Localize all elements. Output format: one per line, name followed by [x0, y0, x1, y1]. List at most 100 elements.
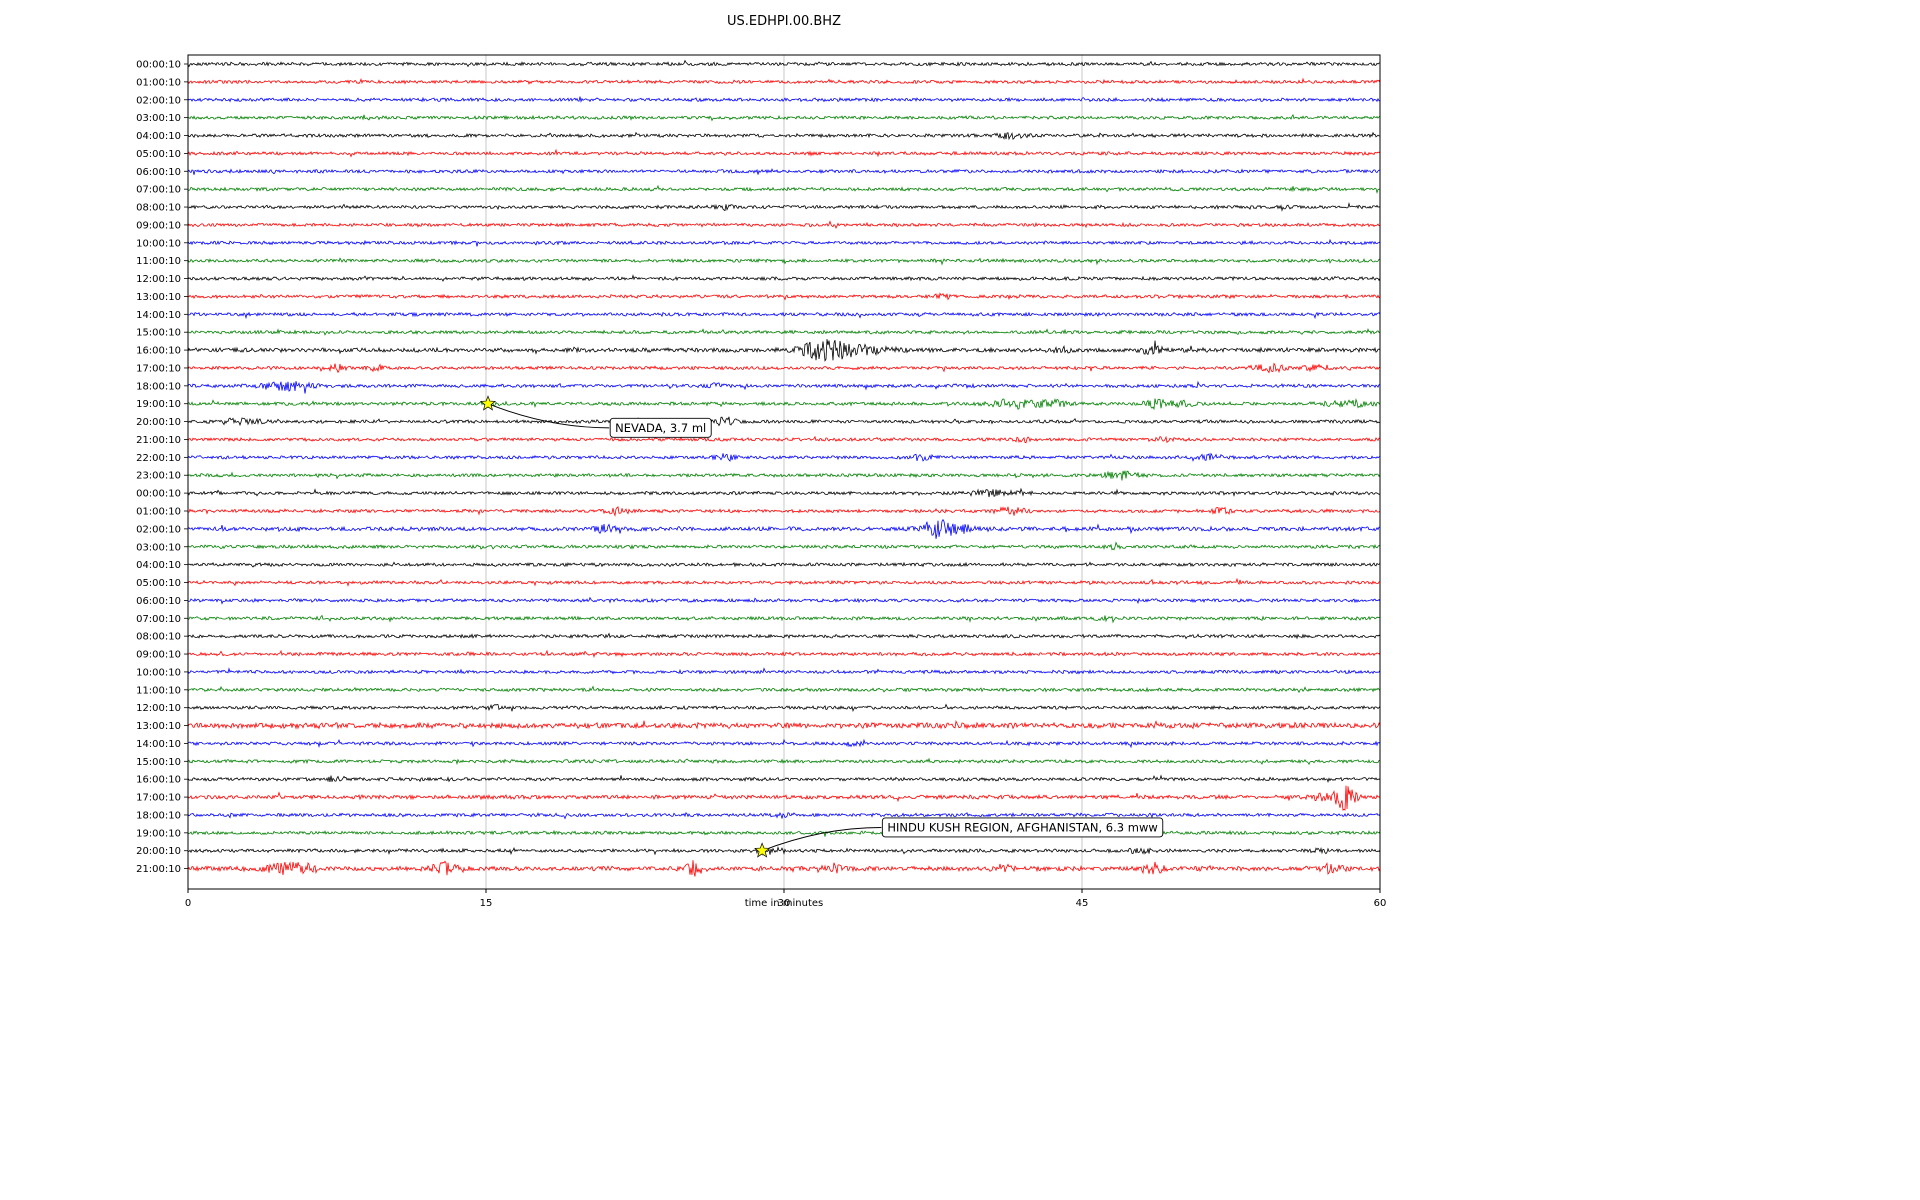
seismic-trace — [187, 77, 1381, 85]
x-tick-label: 60 — [1374, 898, 1387, 909]
row-time-label: 19:00:10 — [136, 399, 181, 410]
row-time-label: 22:00:10 — [136, 453, 181, 464]
row-time-label: 08:00:10 — [136, 632, 181, 643]
chart-title: US.EDHPI.00.BHZ — [727, 14, 841, 29]
row-time-label: 13:00:10 — [136, 721, 181, 732]
seismic-trace — [187, 828, 1381, 837]
row-time-label: 07:00:10 — [136, 185, 181, 196]
x-axis-label: time in minutes — [744, 898, 824, 909]
seismic-trace — [187, 774, 1381, 783]
row-time-label: 03:00:10 — [136, 542, 181, 553]
row-time-label: 18:00:10 — [136, 381, 181, 392]
row-time-label: 11:00:10 — [136, 685, 181, 696]
row-time-label: 05:00:10 — [136, 578, 181, 589]
row-time-label: 12:00:10 — [136, 274, 181, 285]
row-time-label: 02:00:10 — [136, 95, 181, 106]
seismic-trace — [187, 518, 1381, 539]
seismic-trace — [187, 339, 1381, 362]
event-star-marker — [479, 395, 497, 411]
event-connector — [487, 403, 610, 429]
seismic-trace — [187, 845, 1381, 856]
row-time-label: 21:00:10 — [136, 864, 181, 875]
event-connector — [761, 826, 882, 852]
seismic-trace — [187, 59, 1381, 68]
seismic-trace — [187, 184, 1381, 194]
event-label-box — [609, 417, 712, 438]
x-tick-label: 15 — [480, 898, 493, 909]
event-star-marker — [754, 842, 771, 858]
seismic-trace — [187, 614, 1380, 624]
seismic-trace — [187, 541, 1381, 551]
seismic-trace — [187, 416, 1381, 427]
event-label: HINDU KUSH REGION, AFGHANISTAN, 6.3 mww — [887, 820, 1157, 834]
row-time-label: 03:00:10 — [136, 113, 181, 124]
seismic-trace — [187, 148, 1381, 158]
row-time-label: 13:00:10 — [136, 292, 181, 303]
seismic-trace — [187, 398, 1381, 411]
row-time-label: 14:00:10 — [136, 310, 181, 321]
seismic-trace — [187, 860, 1381, 877]
row-time-label: 09:00:10 — [136, 650, 181, 661]
row-time-label: 17:00:10 — [136, 363, 181, 374]
x-tick-label: 0 — [185, 898, 191, 909]
row-time-label: 06:00:10 — [136, 167, 181, 178]
row-time-label: 01:00:10 — [136, 507, 181, 518]
row-time-label: 10:00:10 — [136, 667, 181, 678]
row-time-label: 16:00:10 — [136, 346, 181, 357]
seismic-trace — [187, 311, 1381, 320]
seismic-trace — [187, 168, 1380, 175]
row-time-label: 04:00:10 — [136, 131, 181, 142]
seismic-trace — [187, 685, 1381, 694]
seismic-trace — [187, 785, 1381, 811]
row-time-label: 17:00:10 — [136, 793, 181, 804]
seismic-trace — [187, 238, 1381, 247]
row-time-label: 14:00:10 — [136, 739, 181, 750]
row-time-label: 02:00:10 — [136, 524, 181, 535]
row-time-label: 16:00:10 — [136, 775, 181, 786]
seismic-trace — [187, 487, 1381, 498]
row-time-label: 12:00:10 — [136, 703, 181, 714]
seismic-trace — [187, 435, 1381, 444]
seismic-trace — [187, 649, 1381, 658]
row-time-label: 00:00:10 — [136, 60, 181, 71]
seismic-trace — [187, 327, 1381, 336]
row-time-label: 09:00:10 — [136, 220, 181, 231]
row-time-label: 20:00:10 — [136, 846, 181, 857]
x-tick-label: 45 — [1076, 898, 1089, 909]
seismic-trace — [187, 113, 1381, 122]
row-time-label: 20:00:10 — [136, 417, 181, 428]
row-time-label: 01:00:10 — [136, 77, 181, 88]
row-time-label: 19:00:10 — [136, 828, 181, 839]
seismic-trace — [187, 470, 1381, 481]
row-time-label: 04:00:10 — [136, 560, 181, 571]
row-time-label: 23:00:10 — [136, 471, 181, 482]
event-label: NEVADA, 3.7 ml — [615, 421, 706, 435]
seismic-trace — [187, 703, 1381, 713]
seismic-trace — [187, 201, 1381, 212]
row-time-label: 15:00:10 — [136, 328, 181, 339]
row-time-label: 07:00:10 — [136, 614, 181, 625]
seismic-trace — [187, 596, 1381, 605]
row-time-label: 18:00:10 — [136, 810, 181, 821]
seismic-trace — [187, 362, 1381, 374]
seismic-trace — [187, 257, 1380, 266]
seismic-trace — [187, 380, 1381, 394]
row-time-label: 00:00:10 — [136, 489, 181, 500]
seismic-trace — [187, 452, 1381, 462]
seismic-trace — [187, 506, 1381, 517]
row-time-label: 15:00:10 — [136, 757, 181, 768]
seismic-trace — [187, 632, 1381, 640]
seismic-trace — [187, 292, 1381, 301]
row-time-label: 06:00:10 — [136, 596, 181, 607]
seismic-trace — [187, 812, 1381, 820]
seismic-trace — [188, 738, 1381, 749]
seismic-trace — [187, 577, 1381, 587]
event-label-box — [881, 817, 1164, 838]
x-tick-label: 30 — [778, 898, 791, 909]
seismic-trace — [187, 757, 1381, 766]
seismic-trace — [187, 561, 1381, 568]
seismic-trace — [187, 131, 1381, 141]
row-time-label: 10:00:10 — [136, 238, 181, 249]
